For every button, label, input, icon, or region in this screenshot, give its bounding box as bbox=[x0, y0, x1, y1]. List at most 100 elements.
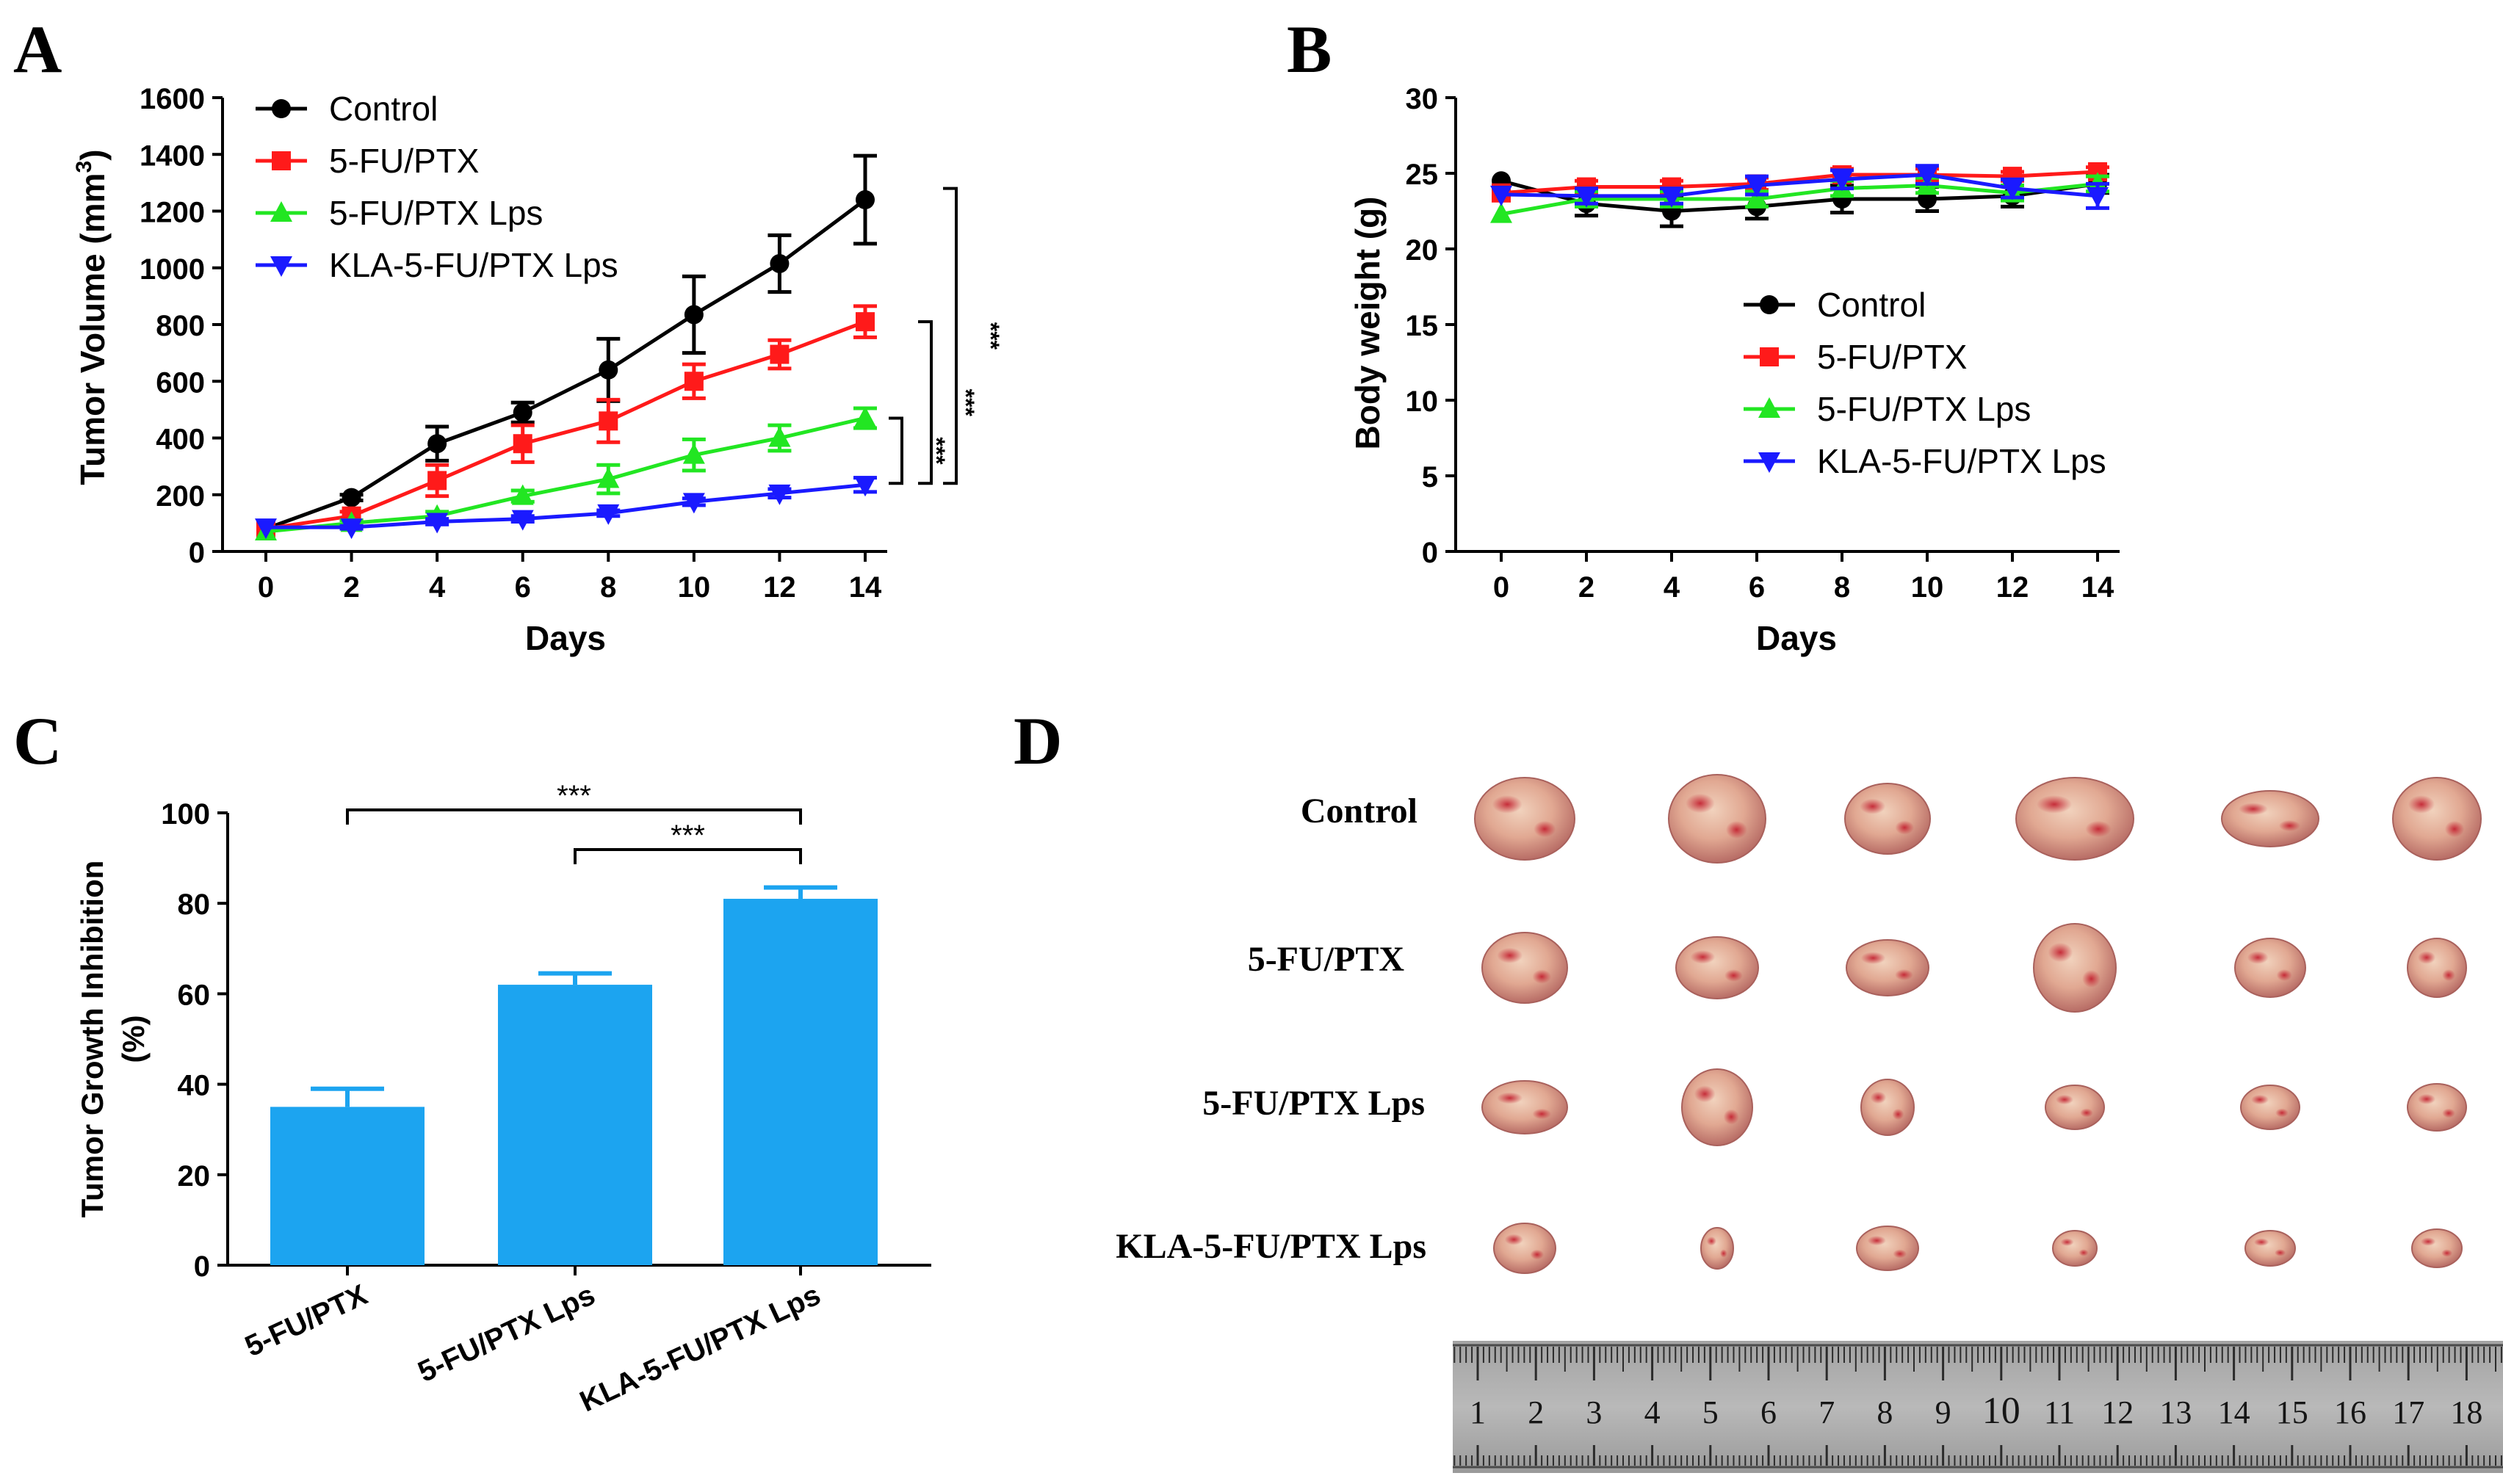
data-point bbox=[768, 426, 791, 447]
tumor-blood-spot bbox=[2275, 1108, 2289, 1118]
panel-c-significance: *** *** bbox=[346, 780, 802, 864]
tumor-blood-spot bbox=[2251, 1094, 2269, 1105]
data-point bbox=[597, 467, 620, 488]
tumor-body bbox=[2407, 938, 2467, 998]
data-point bbox=[1916, 166, 1938, 187]
y-tick-label: 10 bbox=[1406, 386, 1439, 418]
tumor-blood-spot bbox=[1724, 969, 1743, 982]
y-tick-label: 1000 bbox=[140, 253, 205, 286]
tumor-blood-spot bbox=[1893, 1249, 1907, 1259]
panel-d-row-label-5fu-ptx-lps: 5-FU/PTX Lps bbox=[1202, 1084, 1425, 1123]
significance-bracket bbox=[574, 848, 802, 864]
tumor-blood-spot bbox=[1497, 947, 1523, 963]
x-tick-label: 0 bbox=[1493, 571, 1509, 604]
series-kla-5-fu-ptx-lps bbox=[1490, 164, 2109, 210]
data-point bbox=[1831, 170, 1853, 192]
data-point bbox=[597, 504, 620, 525]
significance-bracket bbox=[889, 416, 903, 485]
ruler-number: 3 bbox=[1586, 1394, 1602, 1430]
x-tick-label: 4 bbox=[1664, 571, 1680, 604]
panel-b-series bbox=[1490, 162, 2109, 228]
tumor-blood-spot bbox=[2418, 951, 2435, 964]
data-point bbox=[426, 513, 449, 534]
y-tick-label: 100 bbox=[161, 798, 210, 830]
panel-a-ylabel-close: ) bbox=[73, 149, 112, 160]
x-tick-label: 10 bbox=[678, 571, 711, 604]
data-point bbox=[854, 476, 876, 497]
tumor-specimen bbox=[2392, 777, 2482, 861]
y-tick-label: 80 bbox=[178, 888, 211, 921]
panel-d-row-label-kla: KLA-5-FU/PTX Lps bbox=[1116, 1227, 1426, 1266]
tumor-blood-spot bbox=[2247, 951, 2269, 964]
panel-c-ylabel-line1: Tumor Growth Inhibition bbox=[75, 861, 109, 1218]
panel-c-bars bbox=[270, 885, 878, 1265]
panel-b-ylabel: Body weight (g) bbox=[1348, 197, 1387, 450]
panel-label-b: B bbox=[1287, 12, 1332, 87]
data-point bbox=[427, 471, 447, 491]
ruler-number: 11 bbox=[2044, 1394, 2075, 1430]
tumor-blood-spot bbox=[1867, 1235, 1886, 1246]
bar-5-fu-ptx-lps bbox=[498, 985, 652, 1265]
tumor-blood-spot bbox=[1492, 795, 1523, 814]
data-point bbox=[513, 402, 532, 422]
x-tick-label: 10 bbox=[1911, 571, 1944, 604]
tumor-body bbox=[1860, 1079, 1915, 1136]
tumor-blood-spot bbox=[1870, 1091, 1887, 1104]
significance-bracket bbox=[346, 808, 802, 825]
tumor-blood-spot bbox=[1719, 1249, 1727, 1258]
tumor-specimen bbox=[2411, 1228, 2463, 1268]
tumor-blood-spot bbox=[1895, 820, 1914, 835]
ruler-number: 4 bbox=[1644, 1394, 1661, 1430]
tumor-blood-spot bbox=[2276, 969, 2292, 981]
tumor-body bbox=[1846, 939, 1929, 996]
panel-b-axes: 0 5 10 15 20 25 30 0 2 4 6 8 10 12 14 bbox=[1406, 83, 2120, 604]
tumor-blood-spot bbox=[2418, 1093, 2435, 1104]
panel-c-ylabel-line2: (%) bbox=[116, 1015, 151, 1063]
tumor-specimen bbox=[2407, 1083, 2467, 1132]
data-point bbox=[255, 518, 277, 540]
y-tick-label: 20 bbox=[178, 1160, 211, 1192]
significance-stars: *** bbox=[557, 780, 591, 812]
x-tick-label: 6 bbox=[515, 571, 531, 604]
panel-a-tumor-volume-chart: 0 200 400 600 800 1000 1200 1400 1600 0 2 4 6 8 10 12 14… bbox=[72, 83, 1004, 657]
x-tick-label: 4 bbox=[429, 571, 446, 604]
series-line-control bbox=[1500, 178, 2098, 214]
panel-label-a: A bbox=[13, 12, 62, 87]
panel-d-tumors bbox=[1474, 774, 2482, 1274]
tumor-blood-spot bbox=[1530, 1249, 1545, 1260]
tumor-specimen bbox=[1481, 1080, 1568, 1134]
y-tick-label: 0 bbox=[1422, 537, 1438, 569]
panel-b-body-weight-chart: 0 5 10 15 20 25 30 0 2 4 6 8 10 12 14 Control 5-FU/PTX 5… bbox=[1348, 83, 2120, 657]
tumor-blood-spot bbox=[1686, 793, 1715, 814]
tumor-blood-spot bbox=[1532, 969, 1551, 984]
panel-label-c: C bbox=[13, 703, 62, 778]
tumor-body bbox=[2015, 777, 2134, 861]
ruler-number: 10 bbox=[1982, 1390, 2020, 1432]
data-point bbox=[513, 434, 532, 454]
tumor-specimen bbox=[2033, 923, 2117, 1013]
tumor-blood-spot bbox=[1723, 1109, 1739, 1125]
panel-d-row-label-5fu-ptx: 5-FU/PTX bbox=[1248, 940, 1405, 979]
legend-marker bbox=[1760, 347, 1779, 366]
tumor-body bbox=[2033, 923, 2117, 1013]
data-point bbox=[2001, 179, 2023, 200]
ruler-number: 9 bbox=[1935, 1394, 1951, 1430]
legend-marker bbox=[272, 151, 291, 170]
tumor-blood-spot bbox=[2082, 970, 2101, 988]
data-point bbox=[1490, 202, 1512, 223]
tumor-body bbox=[1668, 774, 1766, 864]
ruler-number: 6 bbox=[1760, 1394, 1777, 1430]
data-point bbox=[682, 443, 705, 464]
data-point bbox=[1575, 187, 1597, 208]
series-line-5-fu-ptx bbox=[265, 319, 866, 531]
y-tick-label: 1200 bbox=[140, 197, 205, 229]
series-line-5-fu-ptx-lps bbox=[1500, 181, 2098, 217]
panel-a-legend: Control 5-FU/PTX 5-FU/PTX Lps KLA-5-FU/PTX … bbox=[256, 90, 618, 284]
data-point bbox=[2087, 187, 2109, 208]
y-tick-label: 1400 bbox=[140, 140, 205, 172]
tumor-blood-spot bbox=[2048, 942, 2073, 963]
data-point bbox=[511, 484, 534, 505]
bar-5-fu-ptx bbox=[270, 1107, 425, 1265]
tumor-blood-spot bbox=[2278, 819, 2300, 832]
